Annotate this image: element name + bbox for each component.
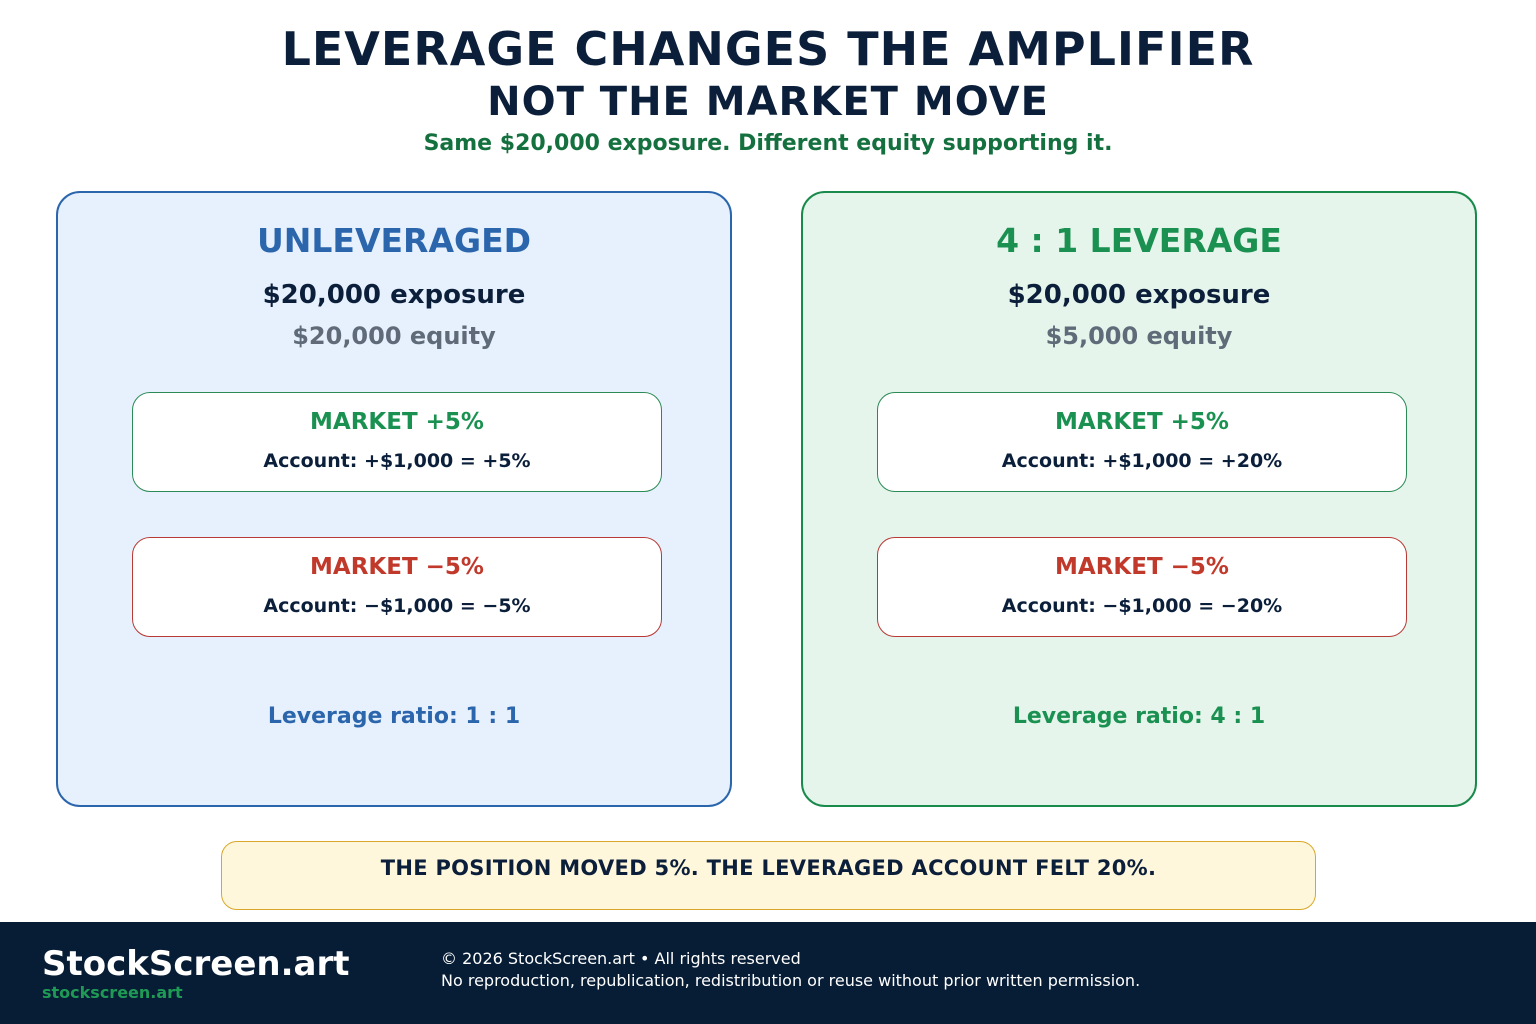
leveraged-market-up-card: MARKET +5% Account: +$1,000 = +20%	[877, 392, 1407, 492]
subtitle: Same $20,000 exposure. Different equity …	[423, 131, 1113, 156]
title-line-1: LEVERAGE CHANGES THE AMPLIFIER	[281, 22, 1255, 76]
market-down-heading: MARKET −5%	[1055, 554, 1229, 580]
leveraged-exposure: $20,000 exposure	[1007, 280, 1271, 310]
unleveraged-market-down-card: MARKET −5% Account: −$1,000 = −5%	[132, 537, 662, 637]
unleveraged-ratio: Leverage ratio: 1 : 1	[267, 704, 521, 729]
unleveraged-panel: UNLEVERAGED $20,000 exposure $20,000 equ…	[56, 191, 732, 807]
leveraged-title: 4 : 1 LEVERAGE	[996, 221, 1282, 260]
market-up-heading: MARKET +5%	[310, 409, 484, 435]
market-up-account-result: Account: +$1,000 = +20%	[1001, 450, 1283, 472]
title-line-2: NOT THE MARKET MOVE	[487, 79, 1049, 125]
leveraged-equity: $5,000 equity	[1045, 322, 1233, 350]
summary-callout: THE POSITION MOVED 5%. THE LEVERAGED ACC…	[221, 841, 1316, 910]
unleveraged-equity: $20,000 equity	[292, 322, 496, 350]
market-up-heading: MARKET +5%	[1055, 409, 1229, 435]
reproduction-notice: No reproduction, republication, redistri…	[441, 971, 1141, 990]
market-down-heading: MARKET −5%	[310, 554, 484, 580]
brand-url: stockscreen.art	[42, 983, 183, 1002]
brand-name: StockScreen.art	[42, 944, 350, 984]
market-up-account-result: Account: +$1,000 = +5%	[263, 450, 531, 472]
copyright-text: © 2026 StockScreen.art • All rights rese…	[441, 949, 801, 968]
market-down-account-result: Account: −$1,000 = −20%	[1001, 595, 1283, 617]
unleveraged-market-up-card: MARKET +5% Account: +$1,000 = +5%	[132, 392, 662, 492]
unleveraged-title: UNLEVERAGED	[256, 221, 532, 260]
footer: StockScreen.art stockscreen.art © 2026 S…	[0, 922, 1536, 1024]
leveraged-ratio: Leverage ratio: 4 : 1	[1012, 704, 1266, 729]
unleveraged-exposure: $20,000 exposure	[262, 280, 526, 310]
leveraged-panel: 4 : 1 LEVERAGE $20,000 exposure $5,000 e…	[801, 191, 1477, 807]
market-down-account-result: Account: −$1,000 = −5%	[263, 595, 531, 617]
leveraged-market-down-card: MARKET −5% Account: −$1,000 = −20%	[877, 537, 1407, 637]
